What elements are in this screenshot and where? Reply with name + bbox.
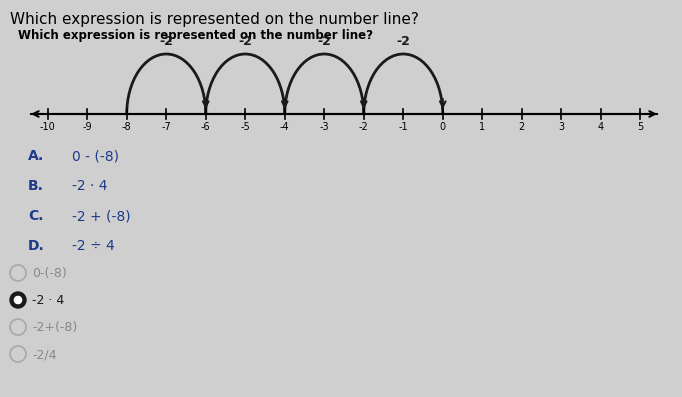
Circle shape [10,292,26,308]
Circle shape [14,297,22,304]
Text: 0: 0 [440,122,446,132]
Text: D.: D. [28,239,45,253]
Text: Which expression is represented on the number line?: Which expression is represented on the n… [10,12,419,27]
Text: -1: -1 [398,122,408,132]
Text: 1: 1 [479,122,486,132]
Text: -6: -6 [201,122,211,132]
Text: -2 + (-8): -2 + (-8) [72,209,131,223]
Text: -5: -5 [240,122,250,132]
Text: 2: 2 [518,122,525,132]
Text: 0-(-8): 0-(-8) [32,267,67,280]
Text: 0 - (-8): 0 - (-8) [72,149,119,163]
Text: -2: -2 [160,35,173,48]
Text: -2 ÷ 4: -2 ÷ 4 [72,239,115,253]
Text: -3: -3 [319,122,329,132]
Text: -10: -10 [40,122,56,132]
Text: -2 · 4: -2 · 4 [32,294,64,307]
Text: -2 · 4: -2 · 4 [72,179,108,193]
Text: A.: A. [28,149,44,163]
Text: -2: -2 [317,35,331,48]
Text: -2: -2 [396,35,410,48]
Text: -2: -2 [238,35,252,48]
Text: B.: B. [28,179,44,193]
Text: -2: -2 [359,122,369,132]
Text: -4: -4 [280,122,290,132]
Text: -8: -8 [122,122,132,132]
Text: -2+(-8): -2+(-8) [32,321,77,334]
Text: 4: 4 [597,122,604,132]
Text: C.: C. [28,209,44,223]
Text: Which expression is represented on the number line?: Which expression is represented on the n… [18,29,373,42]
Text: 3: 3 [558,122,564,132]
Text: 5: 5 [637,122,643,132]
Text: -7: -7 [162,122,171,132]
Text: -9: -9 [83,122,92,132]
Text: -2/4: -2/4 [32,348,57,361]
